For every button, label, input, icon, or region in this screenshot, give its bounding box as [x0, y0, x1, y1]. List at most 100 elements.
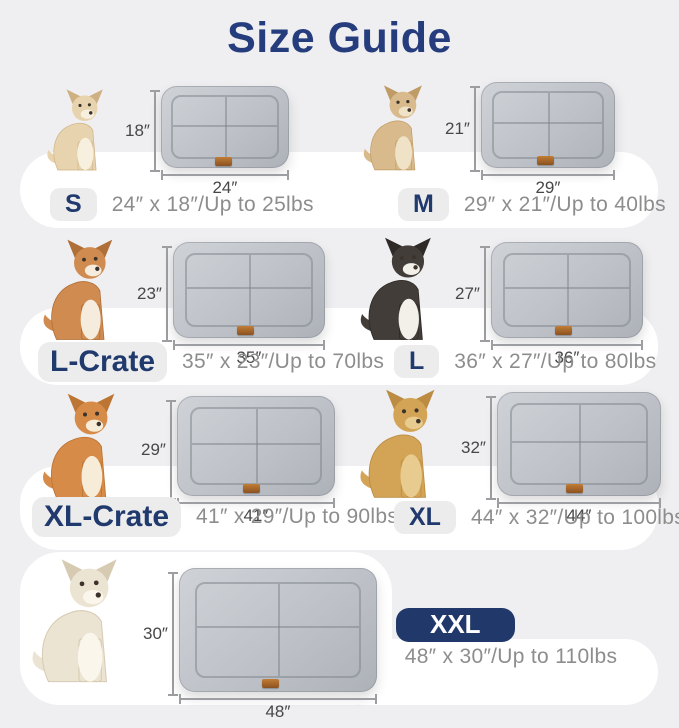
- brand-tag-icon: [554, 326, 572, 336]
- crate-mat-icon: [176, 396, 335, 496]
- size-description: 48″ x 30″/Up to 110lbs: [404, 645, 618, 668]
- size-section-l-crate: 23″ 35″: [36, 238, 325, 368]
- puppy-dog-icon: [356, 84, 440, 172]
- quilt-stitching: [171, 95, 279, 159]
- size-caption-xxl: 48″ x 30″/Up to 110lbs: [366, 645, 656, 669]
- mat-with-width: 44″: [496, 392, 661, 526]
- dimension-line: [161, 246, 172, 342]
- quilt-stitching: [185, 252, 313, 328]
- dimension-line: [480, 170, 615, 180]
- size-description: 36″ x 27″/Up to 80lbs: [454, 349, 657, 373]
- size-description: 29″ x 21″/Up to 40lbs: [463, 192, 666, 216]
- size-caption-l-crate: L-Crate 35″ x 23″/Up to 70lbs: [38, 342, 384, 382]
- size-section-xl: 32″ 44″: [352, 388, 661, 526]
- brand-tag-icon: [537, 156, 555, 166]
- chihuahua-dog-icon: [40, 88, 120, 172]
- brand-tag-icon: [262, 679, 280, 689]
- height-dimension: 18″: [125, 90, 160, 172]
- quilt-stitching: [194, 581, 362, 679]
- mat-with-width: 48″: [178, 568, 377, 722]
- height-label: 27″: [455, 284, 480, 303]
- height-label: 29″: [141, 440, 166, 459]
- crate-mat-icon: [496, 392, 661, 496]
- quilt-stitching: [491, 91, 605, 159]
- brand-tag-icon: [214, 156, 232, 166]
- size-description: 35″ x 23″/Up to 70lbs: [182, 349, 385, 373]
- size-badge-xxl: XXL: [396, 608, 515, 642]
- width-label: 48″: [265, 702, 291, 721]
- size-caption-xl-crate: XL-Crate 41″ x 29″/Up to 90lbs: [32, 497, 398, 537]
- size-description: 24″ x 18″/Up to 25lbs: [111, 192, 314, 216]
- width-label: 41″: [243, 506, 269, 525]
- size-caption-xl: XL 44″ x 32″/Up to 100lbs: [394, 501, 679, 535]
- width-dimension: 48″: [178, 694, 377, 722]
- height-label: 32″: [461, 438, 486, 457]
- size-badge: L: [394, 345, 440, 379]
- size-section-l: 27″ 36″: [354, 236, 643, 368]
- mat-with-width: 29″: [480, 82, 615, 198]
- golden-retriever-dog-icon: [352, 388, 456, 500]
- width-label: 24″: [212, 178, 238, 197]
- quilt-stitching: [503, 252, 631, 328]
- size-section-s: 18″ 24″: [40, 86, 289, 198]
- crate-mat-icon: [178, 568, 377, 692]
- size-badge: L-Crate: [38, 342, 168, 382]
- dimension-line: [160, 170, 289, 180]
- size-badge: M: [398, 188, 449, 222]
- mat-with-width: 36″: [490, 242, 643, 368]
- mat-with-width: 24″: [160, 86, 289, 198]
- width-label: 44″: [566, 506, 592, 525]
- height-dimension: 30″: [143, 572, 178, 696]
- dimension-line: [490, 340, 643, 350]
- width-dimension: 29″: [480, 170, 615, 198]
- width-dimension: 24″: [160, 170, 289, 198]
- height-dimension: 27″: [455, 246, 490, 342]
- dimension-line: [496, 498, 661, 508]
- size-badge: XL-Crate: [32, 497, 182, 537]
- dimension-line: [167, 572, 178, 696]
- dimension-line: [479, 246, 490, 342]
- dimension-line: [172, 340, 325, 350]
- size-caption-m: M 29″ x 21″/Up to 40lbs: [398, 188, 666, 222]
- width-label: 35″: [236, 348, 262, 367]
- brand-tag-icon: [236, 326, 254, 336]
- height-label: 23″: [137, 284, 162, 303]
- brand-tag-icon: [565, 483, 583, 493]
- size-badge: XL: [394, 501, 456, 535]
- crate-mat-icon: [490, 242, 643, 338]
- size-description: 41″ x 29″/Up to 90lbs: [196, 504, 399, 528]
- dimension-line: [469, 86, 480, 172]
- brand-tag-icon: [243, 484, 261, 493]
- white-labrador-dog-icon: [26, 546, 138, 696]
- width-dimension: 35″: [172, 340, 325, 368]
- size-description: 44″ x 32″/Up to 100lbs: [470, 505, 679, 529]
- size-caption-l: L 36″ x 27″/Up to 80lbs: [394, 345, 657, 379]
- width-label: 36″: [554, 348, 580, 367]
- crate-mat-icon: [160, 86, 289, 168]
- size-section-xxl: 30″ 48″: [26, 546, 377, 722]
- height-dimension: 23″: [137, 246, 172, 342]
- quilt-stitching: [510, 403, 648, 485]
- size-badge: S: [50, 188, 97, 222]
- size-section-m: 21″ 29″: [356, 82, 615, 198]
- background-panel-row4-right: [330, 639, 658, 705]
- page-title: Size Guide: [227, 14, 452, 62]
- width-dimension: 36″: [490, 340, 643, 368]
- quilt-stitching: [189, 407, 323, 485]
- height-dimension: 32″: [461, 396, 496, 500]
- size-caption-s: S 24″ x 18″/Up to 25lbs: [50, 188, 314, 222]
- dimension-line: [149, 90, 160, 172]
- size-section-xl-crate: 29″ 41″: [34, 392, 335, 526]
- shiba-inu-dog-icon: [34, 392, 136, 500]
- width-label: 29″: [535, 178, 561, 197]
- border-collie-dog-icon: [354, 236, 450, 342]
- height-dimension: 21″: [445, 86, 480, 172]
- mat-with-width: 35″: [172, 242, 325, 368]
- crate-mat-icon: [480, 82, 615, 168]
- dimension-line: [165, 400, 176, 500]
- dimension-line: [485, 396, 496, 500]
- crate-mat-icon: [172, 242, 325, 338]
- corgi-dog-icon: [36, 238, 132, 342]
- mat-with-width: 41″: [176, 396, 335, 526]
